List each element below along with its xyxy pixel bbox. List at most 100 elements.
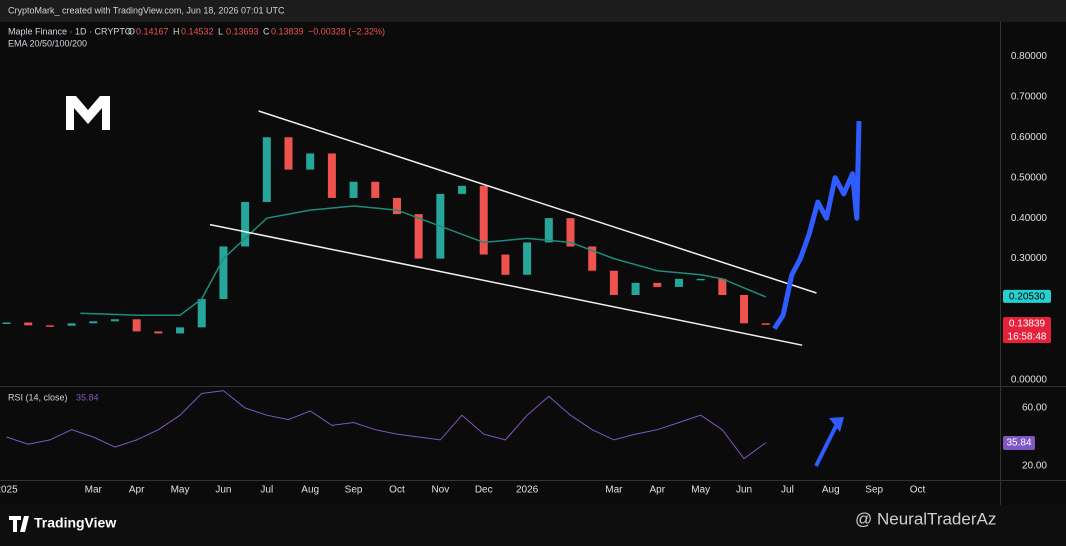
x-tick-label: Mar (85, 485, 103, 496)
ohlc-value: 0.13839 (271, 26, 304, 36)
rsi-value: 35.84 (76, 392, 99, 402)
rsi-line (6, 390, 766, 460)
rsi-label: 35.84 (1006, 438, 1031, 449)
x-tick-label: Oct (389, 485, 405, 496)
x-tick-label: Apr (129, 485, 145, 496)
candle (349, 181, 358, 198)
x-tick-label: 2025 (0, 485, 18, 496)
candle (132, 319, 141, 332)
y-tick-label: 0.30000 (1011, 253, 1048, 264)
rsi-arrow-head (829, 417, 844, 432)
ohlc-label: C (263, 26, 270, 36)
ohlc-label: L (218, 26, 223, 36)
price-label: 0.13839 (1009, 319, 1046, 330)
ohlc-value: 0.14532 (181, 26, 214, 36)
x-tick-label: Oct (910, 485, 926, 496)
candle (306, 153, 315, 170)
candle (176, 327, 185, 334)
candle (197, 299, 206, 328)
ema-legend: EMA 20/50/100/200 (8, 38, 87, 48)
candle (653, 282, 662, 287)
x-tick-label: May (691, 485, 710, 496)
rsi-arrow (814, 425, 838, 467)
x-tick-label: Aug (822, 485, 840, 496)
price-label-box (1003, 316, 1051, 343)
y-tick-label: 0.50000 (1011, 172, 1048, 183)
candle (566, 218, 575, 247)
x-tick-label: Mar (605, 485, 623, 496)
projection (772, 121, 862, 330)
symbol: Maple Finance · 1D · CRYPTO (8, 26, 132, 36)
candle (110, 319, 119, 322)
brand: TradingView (34, 515, 116, 531)
y-tick-label: 0.40000 (1011, 213, 1048, 224)
watermark: @ NeuralTraderAz (855, 509, 996, 528)
candle (696, 278, 705, 281)
x-tick-label: Nov (431, 485, 449, 496)
candle (740, 295, 749, 324)
x-tick-label: Jun (215, 485, 231, 496)
countdown: 16:58:48 (1008, 332, 1047, 343)
candle (458, 185, 467, 194)
rsi-tick-label: 60.00 (1022, 403, 1047, 414)
x-tick-label: Aug (301, 485, 319, 496)
trendline (258, 110, 817, 294)
ohlc-value: 0.13693 (226, 26, 259, 36)
candle (45, 325, 54, 327)
x-tick-label: Jun (736, 485, 752, 496)
price-label-box (1003, 289, 1051, 303)
candle (67, 323, 76, 326)
candle (414, 214, 423, 259)
candle (544, 218, 553, 243)
candle (154, 331, 163, 334)
price-label: 0.20530 (1009, 292, 1046, 303)
rsi-tick-label: 20.00 (1022, 461, 1047, 472)
x-tick-label: Sep (345, 485, 363, 496)
candle (674, 278, 683, 287)
rsi-label-box (1003, 436, 1035, 451)
rsi-title: RSI (14, close) (8, 392, 68, 402)
credit: CryptoMark_ created with TradingView.com… (8, 5, 285, 15)
ohlc-label: O (128, 26, 135, 36)
top-bar (0, 0, 1066, 22)
candle (262, 137, 271, 202)
candle (523, 242, 532, 275)
candle (392, 197, 401, 215)
ohlc-value: 0.14167 (136, 26, 169, 36)
candle (609, 270, 618, 295)
x-tick-label: Jul (781, 485, 794, 496)
candle (631, 282, 640, 295)
candle (24, 322, 33, 326)
candle (501, 254, 510, 275)
y-tick-label: 0.60000 (1011, 132, 1048, 143)
candle (241, 201, 250, 247)
y-tick-label: 0.80000 (1011, 51, 1048, 62)
x-tick-label: May (171, 485, 190, 496)
ohlc-label: H (173, 26, 180, 36)
logo-mark (66, 96, 110, 130)
candle (219, 246, 228, 300)
candle (588, 246, 597, 271)
candle (761, 323, 770, 325)
y-tick-label: 0.70000 (1011, 91, 1048, 102)
candle (479, 185, 488, 255)
tv-logo (9, 516, 29, 532)
x-tick-label: Dec (475, 485, 493, 496)
logo (66, 96, 110, 130)
candle (284, 137, 293, 170)
candle (2, 322, 11, 325)
x-tick-label: Apr (649, 485, 665, 496)
ema-line (80, 205, 766, 316)
bottom-bar (0, 505, 1066, 546)
candle (718, 278, 727, 295)
candle (327, 153, 336, 198)
x-tick-label: Jul (260, 485, 273, 496)
y-tick-label: 0.00000 (1011, 375, 1048, 386)
candle (371, 181, 380, 198)
x-tick-label: Sep (865, 485, 883, 496)
trendline (209, 223, 803, 346)
change: −0.00328 (−2.32%) (308, 26, 385, 36)
x-tick-label: 2026 (516, 485, 539, 496)
